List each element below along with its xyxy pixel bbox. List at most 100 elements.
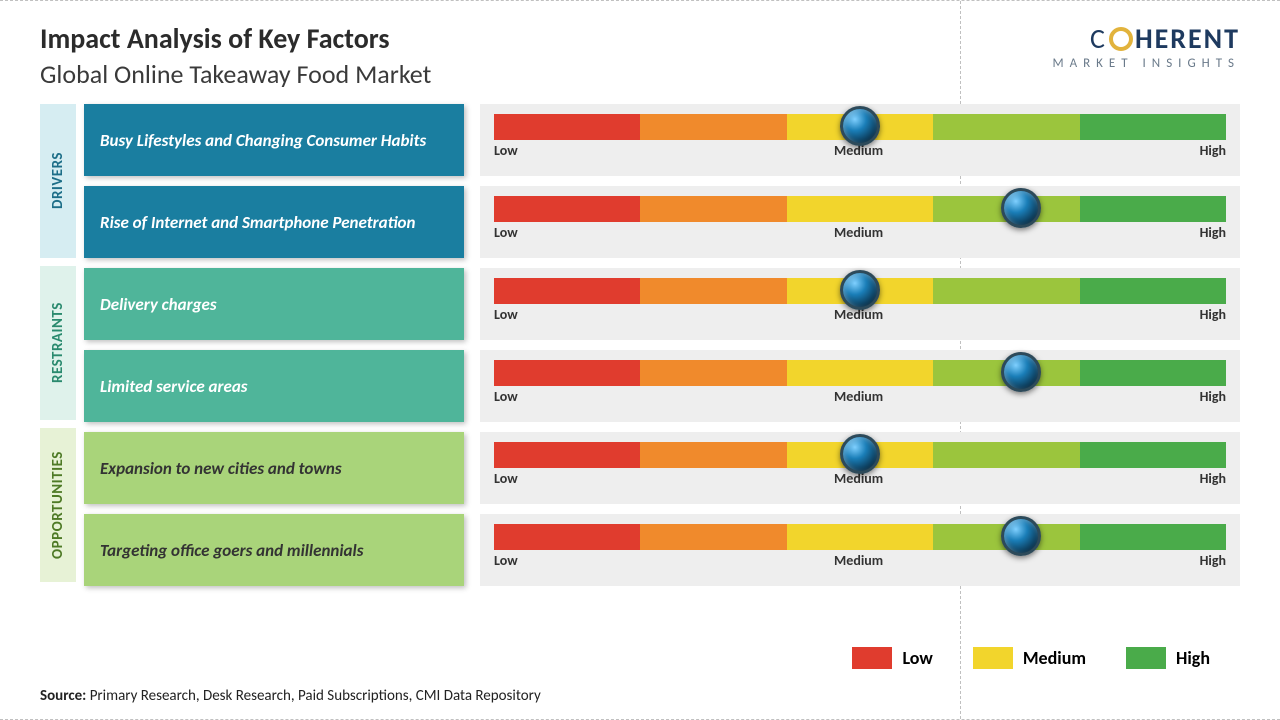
legend: Low Medium High [852,647,1210,669]
impact-marker-icon [840,270,880,310]
scale-bar [494,278,1226,304]
scale-bar [494,360,1226,386]
page-subtitle: Global Online Takeaway Food Market [40,58,431,90]
scale-segment [1080,524,1226,550]
group-opportunities: Expansion to new cities and towns Low Medi… [84,432,1240,586]
scale-segment [1080,196,1226,222]
impact-marker-icon [840,434,880,474]
scale-segment [640,196,786,222]
legend-item: Low [852,647,932,669]
scale-segment [494,360,640,386]
factor-label: Targeting office goers and millennials [84,514,464,586]
tick-high: High [1200,224,1226,241]
tick-high: High [1200,388,1226,405]
source-line: Source: Primary Research, Desk Research,… [40,687,541,705]
brand-logo: CHERENT MARKET INSIGHTS [1052,21,1240,71]
factor-label: Busy Lifestyles and Changing Consumer Ha… [84,104,464,176]
factor-label: Limited service areas [84,350,464,422]
factor-row: Expansion to new cities and townsLowMedi… [84,432,1240,504]
rows-column: Busy Lifestyles and Changing Consumer Ha… [84,104,1240,586]
brand-logo-name: CHERENT [1052,21,1240,56]
scale-segment [640,442,786,468]
impact-marker-icon [840,106,880,146]
scale-segment [640,278,786,304]
scale-segment [494,196,640,222]
factor-row: Rise of Internet and Smartphone Penetrat… [84,186,1240,258]
impact-marker-icon [1001,516,1041,556]
scale-bar [494,196,1226,222]
scale-segment [494,278,640,304]
factor-label: Rise of Internet and Smartphone Penetrat… [84,186,464,258]
category-label-drivers: DRIVERS [40,104,76,258]
brand-logo-sub: MARKET INSIGHTS [1052,56,1240,71]
impact-scale: LowMediumHigh [480,432,1240,504]
impact-marker-icon [1001,188,1041,228]
scale-segment [1080,278,1226,304]
tick-high: High [1200,306,1226,323]
tick-low: Low [494,306,518,323]
tick-high: High [1200,142,1226,159]
scale-segment [933,278,1079,304]
factor-label: Delivery charges [84,268,464,340]
impact-scale: Low Medium High [480,514,1240,586]
scale-segment [787,524,933,550]
scale-segment [1080,114,1226,140]
impact-marker-icon [1001,352,1041,392]
scale-segment [1080,360,1226,386]
scale-segment [494,524,640,550]
scale-segment [640,114,786,140]
scale-bar [494,524,1226,550]
impact-scale: LowMediumHigh [480,268,1240,340]
tick-low: Low [494,552,518,569]
scale-segment [787,360,933,386]
scale-segment [1080,442,1226,468]
scale-segment [494,114,640,140]
factor-row: Delivery chargesLowMediumHigh [84,268,1240,340]
scale-ticks: LowMediumHigh [494,388,1226,405]
category-column: DRIVERS RESTRAINTS OPPORTUNITIES [40,104,76,586]
tick-high: High [1200,470,1226,487]
legend-label: Low [902,647,932,669]
group-drivers: Busy Lifestyles and Changing Consumer Ha… [84,104,1240,258]
scale-bar [494,442,1226,468]
tick-low: Low [494,470,518,487]
legend-swatch [852,647,892,669]
tick-medium: Medium [834,552,883,569]
legend-swatch [973,647,1013,669]
header: Impact Analysis of Key Factors Global On… [40,21,1240,90]
factor-row: Targeting office goers and millennials Lo… [84,514,1240,586]
category-label-opportunities: OPPORTUNITIES [40,428,76,582]
tick-medium: Medium [834,224,883,241]
scale-segment [640,524,786,550]
tick-low: Low [494,224,518,241]
factor-row: Limited service areas LowMediumHigh [84,350,1240,422]
scale-bar [494,114,1226,140]
tick-high: High [1200,552,1226,569]
impact-scale: LowMediumHigh [480,350,1240,422]
titles: Impact Analysis of Key Factors Global On… [40,21,431,90]
group-restraints: Delivery chargesLowMediumHighLimited ser… [84,268,1240,422]
scale-segment [640,360,786,386]
impact-scale: LowMediumHigh [480,104,1240,176]
scale-segment [494,442,640,468]
scale-ticks: Low Medium High [494,224,1226,241]
tick-low: Low [494,388,518,405]
source-prefix: Source: [40,687,86,705]
category-label-restraints: RESTRAINTS [40,266,76,420]
legend-item: Medium [973,647,1086,669]
factor-label: Expansion to new cities and towns [84,432,464,504]
scale-segment [933,442,1079,468]
impact-scale: Low Medium High [480,186,1240,258]
legend-label: High [1176,647,1210,669]
legend-swatch [1126,647,1166,669]
factor-row: Busy Lifestyles and Changing Consumer Ha… [84,104,1240,176]
scale-ticks: Low Medium High [494,552,1226,569]
scale-segment [787,196,933,222]
scale-segment [933,114,1079,140]
page-title: Impact Analysis of Key Factors [40,21,431,56]
body: DRIVERS RESTRAINTS OPPORTUNITIES Busy Life… [40,104,1240,586]
legend-item: High [1126,647,1210,669]
tick-low: Low [494,142,518,159]
frame: Impact Analysis of Key Factors Global On… [0,0,1280,720]
logo-ring-icon [1109,27,1133,51]
